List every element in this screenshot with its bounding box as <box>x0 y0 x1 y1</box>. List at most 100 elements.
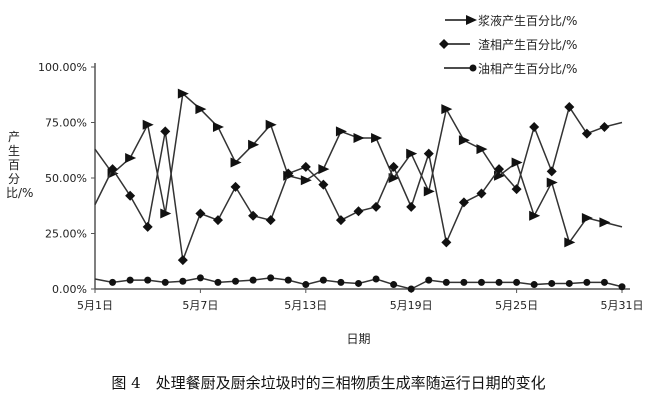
data-point-1 <box>511 157 523 168</box>
data-point-2 <box>283 168 294 179</box>
data-point-2 <box>564 101 575 112</box>
data-point-2 <box>160 126 171 137</box>
data-point-1 <box>599 217 611 228</box>
data-point-2 <box>177 255 188 266</box>
data-point-1 <box>318 164 330 175</box>
x-tick-label: 5月7日 <box>182 299 218 312</box>
data-point-3 <box>477 278 485 286</box>
data-point-2 <box>511 184 522 195</box>
data-point-2 <box>546 166 557 177</box>
data-point-1 <box>212 121 224 132</box>
data-point-3 <box>214 278 222 286</box>
data-point-1 <box>195 104 207 115</box>
data-point-3 <box>530 281 538 289</box>
data-point-3 <box>144 276 152 284</box>
data-point-1 <box>335 126 347 137</box>
data-point-2 <box>371 201 382 212</box>
data-point-3 <box>390 281 398 289</box>
x-tick-label: 5月1日 <box>77 299 113 312</box>
legend-label: 油相产生百分比/% <box>478 62 577 76</box>
data-point-2 <box>441 237 452 248</box>
legend-marker <box>469 64 477 72</box>
data-point-3 <box>302 281 310 289</box>
data-point-3 <box>495 278 503 286</box>
data-point-3 <box>548 279 556 287</box>
data-point-1 <box>529 210 541 221</box>
data-point-1 <box>125 153 137 164</box>
x-tick-label: 5月25日 <box>495 299 538 312</box>
data-point-2 <box>265 215 276 226</box>
data-point-2 <box>230 181 241 192</box>
x-tick-label: 5月19日 <box>390 299 433 312</box>
x-tick-label: 5月31日 <box>601 299 644 312</box>
data-point-3 <box>284 276 292 284</box>
data-point-2 <box>335 215 346 226</box>
data-point-3 <box>618 283 626 291</box>
data-point-2 <box>458 197 469 208</box>
data-point-3 <box>600 278 608 286</box>
data-point-3 <box>161 278 169 286</box>
data-point-3 <box>583 278 591 286</box>
data-point-2 <box>107 164 118 175</box>
figure-caption: 图 4 处理餐厨及厨余垃圾时的三相物质生成率随运行日期的变化 <box>111 374 546 392</box>
series-line-1 <box>94 92 623 245</box>
data-point-3 <box>565 279 573 287</box>
data-point-1 <box>160 208 172 219</box>
y-tick-label: 100.00% <box>38 61 87 74</box>
data-point-1 <box>388 173 400 183</box>
data-point-1 <box>265 119 277 130</box>
data-point-2 <box>353 206 364 217</box>
data-point-1 <box>564 237 576 248</box>
data-point-1 <box>546 177 558 188</box>
data-point-2 <box>125 190 136 201</box>
data-point-2 <box>142 221 153 232</box>
data-point-2 <box>476 188 487 199</box>
data-point-1 <box>581 212 593 223</box>
data-point-3 <box>109 278 117 286</box>
data-point-1 <box>353 133 365 144</box>
data-point-2 <box>494 164 505 175</box>
data-point-3 <box>425 276 433 284</box>
data-point-1 <box>458 135 470 146</box>
legend-marker <box>439 39 449 49</box>
data-point-2 <box>248 210 259 221</box>
data-point-1 <box>406 148 418 159</box>
data-point-2 <box>599 121 610 132</box>
y-tick-label: 25.00% <box>45 228 87 241</box>
data-point-2 <box>406 201 417 212</box>
data-point-1 <box>177 88 189 99</box>
data-point-3 <box>460 278 468 286</box>
data-point-3 <box>513 278 521 286</box>
x-tick-label: 5月13日 <box>284 299 327 312</box>
data-point-1 <box>230 157 242 168</box>
data-point-3 <box>196 274 204 282</box>
y-tick-label: 0.00% <box>52 283 87 296</box>
data-point-2 <box>423 148 434 159</box>
y-tick-label: 75.00% <box>45 117 87 130</box>
y-tick-label: 50.00% <box>45 172 87 185</box>
data-point-3 <box>179 277 187 285</box>
data-point-1 <box>142 119 154 130</box>
data-point-2 <box>581 128 592 139</box>
data-point-2 <box>300 161 311 172</box>
data-point-2 <box>195 208 206 219</box>
data-point-3 <box>407 285 415 293</box>
data-point-2 <box>318 179 329 190</box>
data-point-1 <box>441 104 453 115</box>
legend-label: 渣相产生百分比/% <box>478 38 577 52</box>
data-point-3 <box>126 276 134 284</box>
x-axis-label: 日期 <box>346 332 370 346</box>
data-point-3 <box>232 277 240 285</box>
data-point-1 <box>300 175 312 186</box>
data-point-3 <box>355 279 362 287</box>
data-point-3 <box>372 275 380 283</box>
data-point-1 <box>371 133 383 144</box>
series-line-2 <box>94 105 623 261</box>
data-point-3 <box>267 274 275 282</box>
data-point-1 <box>423 186 435 197</box>
data-point-1 <box>476 144 488 155</box>
data-point-2 <box>388 161 399 172</box>
data-point-3 <box>442 278 450 286</box>
data-point-2 <box>529 121 540 132</box>
